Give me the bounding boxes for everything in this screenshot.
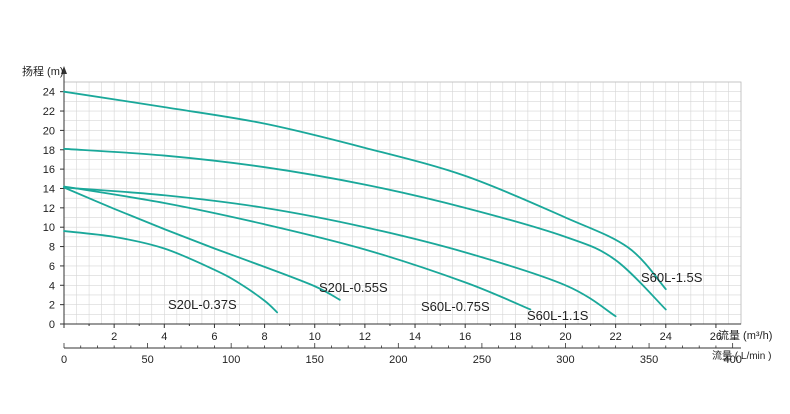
x-tick-label-secondary: 350 [640, 354, 658, 366]
series-label: S20L-0.37S [168, 297, 237, 312]
series-label: S20L-0.55S [319, 280, 388, 295]
x-tick-label-primary: 18 [509, 331, 521, 343]
x-axis-label-primary: 流量 (m³/h) [718, 328, 772, 342]
series-label: S60L-1.5S [641, 270, 703, 285]
axes [61, 66, 741, 349]
x-axis-label-secondary: 流量 ( L/min ) [712, 349, 771, 362]
series-line-s60l-1-1s [63, 186, 617, 318]
series-lines [63, 90, 667, 318]
y-tick-label: 10 [43, 222, 55, 234]
series-line-s20l-0-37s [63, 230, 279, 314]
grid [63, 81, 742, 325]
x-tick-label-secondary: 250 [473, 354, 491, 366]
y-tick-label: 2 [49, 300, 55, 312]
x-tick-label-primary: 12 [359, 331, 371, 343]
x-tick-label-primary: 24 [660, 331, 672, 343]
series-label: S60L-0.75S [421, 299, 490, 314]
x-tick-label-secondary: 0 [61, 354, 67, 366]
x-tick-label-secondary: 300 [556, 354, 574, 366]
y-tick-label: 18 [43, 145, 55, 157]
x-tick-label-secondary: 150 [306, 354, 324, 366]
x-tick-label-primary: 4 [161, 331, 167, 343]
x-tick-label-primary: 8 [262, 331, 268, 343]
x-tick-label-primary: 26 [710, 331, 722, 343]
series-label: S60L-1.1S [527, 308, 589, 323]
series-line-unlabeled [63, 90, 667, 291]
y-tick-label: 14 [43, 183, 55, 195]
series-labels: S20L-0.37S S20L-0.55S S60L-0.75S S60L-1.1S S… [168, 270, 703, 323]
series-line-s20l-0-55s [63, 186, 341, 301]
y-axis-label: 扬程 (m) [22, 64, 64, 78]
y-tick-label: 8 [49, 242, 55, 254]
x-tick-label-primary: 22 [610, 331, 622, 343]
x-tick-label-secondary: 400 [723, 354, 741, 366]
x-tick-label-secondary: 200 [389, 354, 407, 366]
x-tick-label-primary: 6 [211, 331, 217, 343]
y-tick-label: 16 [43, 164, 55, 176]
x-tick-label-secondary: 50 [141, 354, 153, 366]
x-tick-label-primary: 10 [309, 331, 321, 343]
y-tick-label: 6 [49, 261, 55, 273]
y-tick-label: 0 [49, 319, 55, 331]
y-tick-label: 24 [43, 87, 55, 99]
x-tick-label-primary: 16 [459, 331, 471, 343]
y-tick-label: 20 [43, 125, 55, 137]
x-tick-label-primary: 20 [559, 331, 571, 343]
series-line-s60l-0-75s [63, 185, 532, 311]
y-axis-arrow [61, 66, 67, 74]
y-tick-label: 4 [49, 280, 55, 292]
y-tick-label: 12 [43, 203, 55, 215]
x-tick-label-primary: 2 [111, 331, 117, 343]
series-line-s60l-1-5s [63, 147, 667, 311]
y-tick-label: 22 [43, 106, 55, 118]
x-tick-label-secondary: 100 [222, 354, 240, 366]
x-tick-label-primary: 14 [409, 331, 421, 343]
